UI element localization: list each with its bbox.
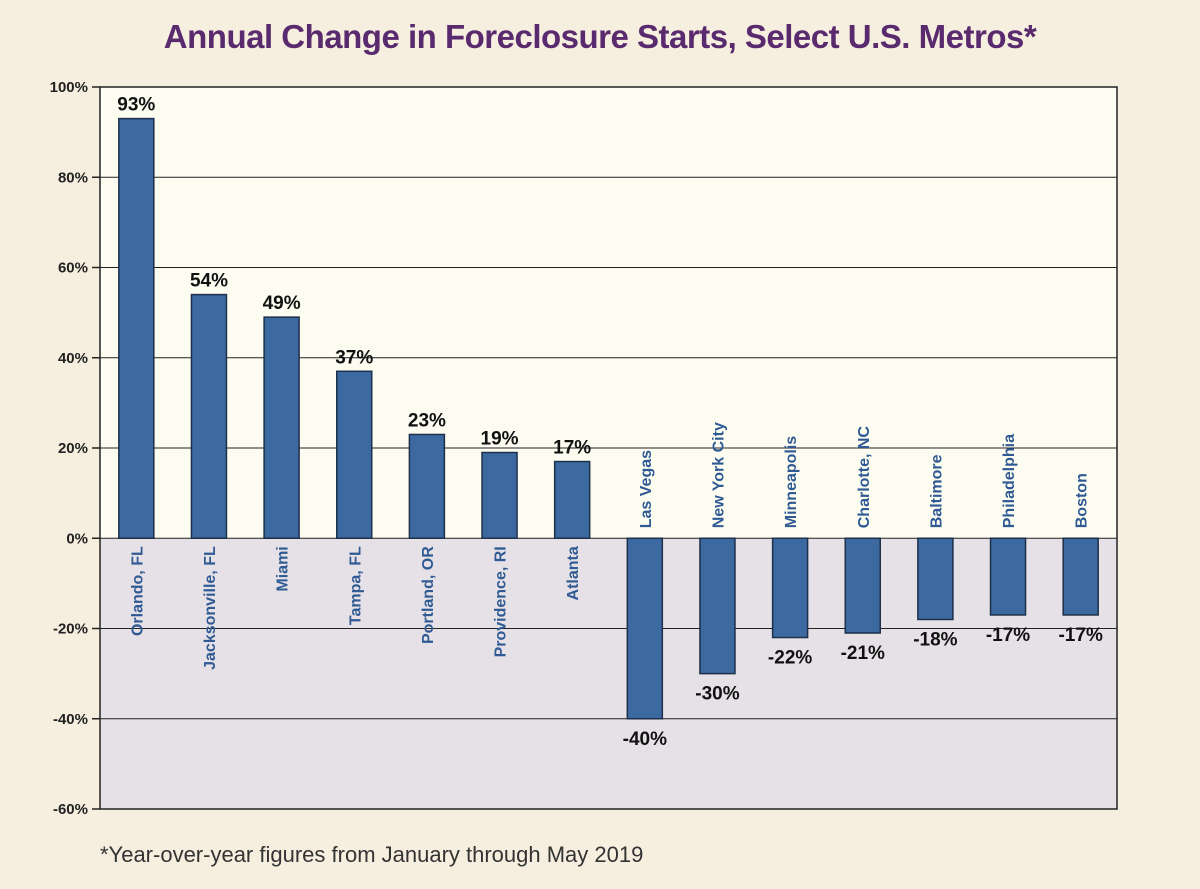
data-label: 93% <box>117 95 155 116</box>
bar <box>989 537 1027 616</box>
y-tick-label: 80% <box>58 169 88 186</box>
negative-region <box>100 538 1117 809</box>
category-label: Atlanta <box>565 546 582 600</box>
bar <box>336 370 373 539</box>
plot-frame <box>99 86 1118 810</box>
bar <box>118 117 155 540</box>
y-tick-label: -60% <box>53 801 88 818</box>
y-tick-label: 0% <box>66 530 88 547</box>
y-axis-ticks: 100% 80% 60% 40% 20% 0% -20% -40% -60% <box>50 79 100 818</box>
data-label: 17% <box>553 438 591 459</box>
category-label: Providence, RI <box>493 546 510 657</box>
footnote: *Year-over-year figures from January thr… <box>100 842 644 867</box>
category-label: New York City <box>710 422 727 528</box>
category-label: Las Vegas <box>638 450 655 528</box>
data-label: -18% <box>913 629 957 650</box>
bars <box>118 117 1099 720</box>
y-tick-label: 40% <box>58 350 88 367</box>
bar <box>553 460 591 540</box>
category-label: Charlotte, NC <box>856 426 873 529</box>
bar <box>481 451 518 540</box>
category-label: Boston <box>1074 473 1091 528</box>
data-label: -22% <box>768 648 812 669</box>
data-labels: 93% 54% 49% 37% 23% 19% 17% -40% -30% -22% -21% -18… <box>117 95 1103 750</box>
y-tick-label: 60% <box>58 260 88 277</box>
bar <box>917 537 954 621</box>
bar <box>771 537 809 639</box>
category-label: Tampa, FL <box>347 546 364 625</box>
category-label: Jacksonville, FL <box>202 546 219 670</box>
data-label: 19% <box>481 429 519 450</box>
bar <box>408 433 446 539</box>
data-label: 49% <box>263 293 301 314</box>
y-tick-label: 20% <box>58 440 88 457</box>
data-label: -40% <box>623 729 667 750</box>
y-tick-label: -20% <box>53 621 88 638</box>
category-label: Portland, OR <box>420 546 437 644</box>
bar <box>626 537 664 720</box>
category-labels: Orlando, FL Jacksonville, FL Miami Tampa, F… <box>129 422 1090 670</box>
category-label: Philadelphia <box>1001 434 1018 528</box>
bar <box>190 293 228 540</box>
bar <box>263 316 300 540</box>
data-label: 37% <box>335 347 373 368</box>
data-label: -21% <box>841 643 885 664</box>
data-label: 54% <box>190 271 228 292</box>
chart-title: Annual Change in Foreclosure Starts, Sel… <box>163 18 1037 55</box>
bar <box>699 537 736 675</box>
category-label: Orlando, FL <box>129 546 146 636</box>
data-label: -17% <box>1058 625 1102 646</box>
category-label: Miami <box>275 546 292 591</box>
category-label: Baltimore <box>928 454 945 528</box>
data-label: -30% <box>695 684 739 705</box>
bar <box>1062 537 1099 616</box>
data-label: 23% <box>408 410 446 431</box>
category-label: Minneapolis <box>783 436 800 529</box>
bar <box>844 537 881 634</box>
y-tick-label: -40% <box>53 711 88 728</box>
positive-region <box>100 87 1117 539</box>
y-tick-label: 100% <box>50 79 88 96</box>
data-label: -17% <box>986 625 1030 646</box>
